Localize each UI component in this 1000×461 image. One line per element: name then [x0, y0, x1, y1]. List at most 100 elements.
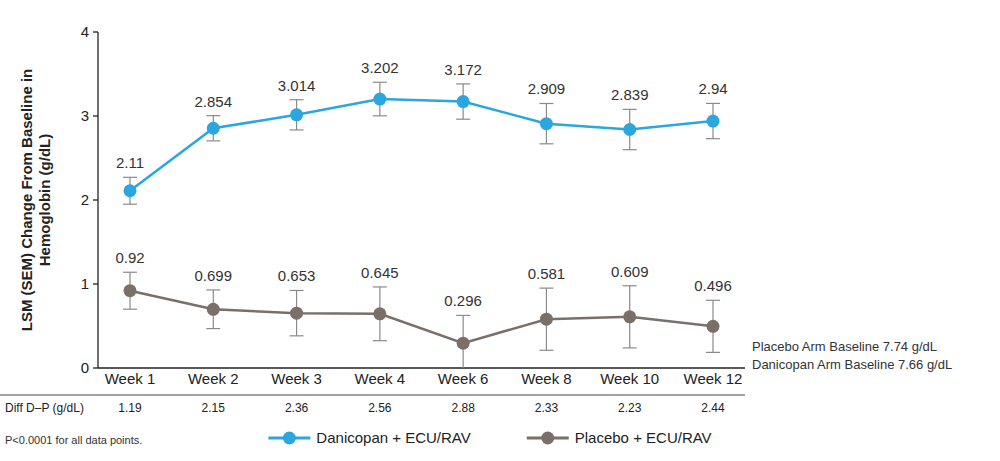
- legend-marker: [283, 432, 296, 445]
- error-bar: [123, 177, 137, 204]
- point: [290, 108, 303, 121]
- data-label: 2.11: [116, 154, 144, 171]
- y-tick-label: 3: [81, 107, 89, 124]
- error-bar: [539, 288, 553, 350]
- error-bar-cap: [206, 289, 220, 290]
- error-bar: [539, 103, 553, 143]
- error-bar-cap: [373, 340, 387, 341]
- error-bar-cap: [706, 300, 720, 301]
- legend-label: Placebo + ECU/RAV: [575, 429, 712, 446]
- error-bar-cap: [123, 309, 137, 310]
- diff-value: 2.15: [202, 401, 226, 415]
- error-bar-cap: [290, 99, 304, 100]
- point: [207, 303, 220, 316]
- error-bar-cap: [539, 288, 553, 289]
- y-tick-label: 0: [81, 359, 89, 376]
- point: [623, 123, 636, 136]
- table-separator: [0, 395, 745, 396]
- error-bar-cap: [456, 119, 470, 120]
- y-tick: [93, 115, 98, 116]
- point: [457, 337, 470, 350]
- y-tick: [93, 31, 98, 32]
- data-label: 3.172: [444, 61, 482, 78]
- y-tick-label: 2: [81, 191, 89, 208]
- series-line: [130, 99, 713, 191]
- x-tick-label: Week 12: [684, 370, 743, 387]
- data-label: 2.909: [528, 80, 566, 97]
- diff-value: 1.19: [118, 401, 142, 415]
- legend-label: Danicopan + ECU/RAV: [316, 429, 470, 446]
- data-label: 0.92: [115, 249, 144, 266]
- x-axis: [98, 367, 745, 368]
- error-bar-cap: [290, 290, 304, 291]
- data-label: 0.581: [528, 265, 566, 282]
- annotation: Danicopan Arm Baseline 7.66 g/dL: [752, 357, 952, 372]
- point: [124, 184, 137, 197]
- error-bar-cap: [123, 204, 137, 205]
- error-bar: [623, 109, 637, 149]
- y-axis-title: LSM (SEM) Change From Baseline inHemoglo…: [18, 69, 53, 332]
- y-tick: [93, 367, 98, 368]
- y-tick-label: 1: [81, 275, 89, 292]
- error-bar-cap: [206, 115, 220, 116]
- diff-value: 2.44: [701, 401, 725, 415]
- error-bar-cap: [539, 103, 553, 104]
- error-bar: [456, 315, 470, 368]
- chart-svg: 01234LSM (SEM) Change From Baseline inHe…: [0, 0, 1000, 461]
- error-bar: [290, 290, 304, 335]
- plot-area: [123, 82, 720, 368]
- series-line: [130, 291, 713, 343]
- legend: Danicopan + ECU/RAV Placebo + ECU/RAV: [268, 429, 711, 446]
- diff-value: 2.33: [535, 401, 559, 415]
- error-bar-cap: [373, 115, 387, 116]
- error-bar-cap: [123, 272, 137, 273]
- error-bar-cap: [539, 143, 553, 144]
- error-bar-cap: [706, 352, 720, 353]
- y-axis-title-line: Hemoglobin (g/dL): [36, 134, 53, 266]
- point: [457, 95, 470, 108]
- error-bar: [373, 287, 387, 341]
- point: [707, 320, 720, 333]
- error-bar-cap: [623, 285, 637, 286]
- data-label: 3.014: [278, 77, 316, 94]
- error-bar: [290, 100, 304, 130]
- x-tick-label: Week 10: [600, 370, 659, 387]
- error-bar-cap: [456, 83, 470, 84]
- point: [540, 117, 553, 130]
- data-label: 0.496: [694, 277, 732, 294]
- error-bar: [706, 300, 720, 352]
- error-bar: [623, 286, 637, 348]
- background: [0, 0, 1000, 461]
- data-label: 2.94: [698, 80, 727, 97]
- error-bar-cap: [206, 328, 220, 329]
- x-tick-label: Week 4: [355, 370, 406, 387]
- annotation: Placebo Arm Baseline 7.74 g/dL: [752, 339, 937, 354]
- error-bar-cap: [706, 103, 720, 104]
- point: [124, 284, 137, 297]
- data-label: 0.296: [444, 292, 482, 309]
- error-bar: [123, 272, 137, 309]
- diff-value: 2.23: [618, 401, 642, 415]
- point: [290, 307, 303, 320]
- data-labels: 2.112.8543.0143.2023.1722.9092.8392.940.…: [115, 59, 731, 309]
- error-bar-cap: [539, 350, 553, 351]
- point: [540, 313, 553, 326]
- annotation: P<0.0001 for all data points.: [5, 434, 142, 446]
- x-tick-label: Week 6: [438, 370, 489, 387]
- error-bar: [206, 116, 220, 141]
- point: [373, 307, 386, 320]
- data-label: 2.854: [195, 93, 233, 110]
- data-label: 2.839: [611, 86, 649, 103]
- diff-value: 2.36: [285, 401, 309, 415]
- legend-item: Danicopan + ECU/RAV: [268, 429, 470, 446]
- error-bar-cap: [123, 177, 137, 178]
- error-bar-cap: [456, 315, 470, 316]
- data-label: 0.653: [278, 267, 316, 284]
- error-bar: [706, 103, 720, 138]
- point: [707, 115, 720, 128]
- chart-container: 01234LSM (SEM) Change From Baseline inHe…: [0, 0, 1000, 461]
- legend-marker: [541, 432, 554, 445]
- diff-value: 2.88: [451, 401, 475, 415]
- error-bar-cap: [623, 347, 637, 348]
- data-label: 0.609: [611, 263, 649, 280]
